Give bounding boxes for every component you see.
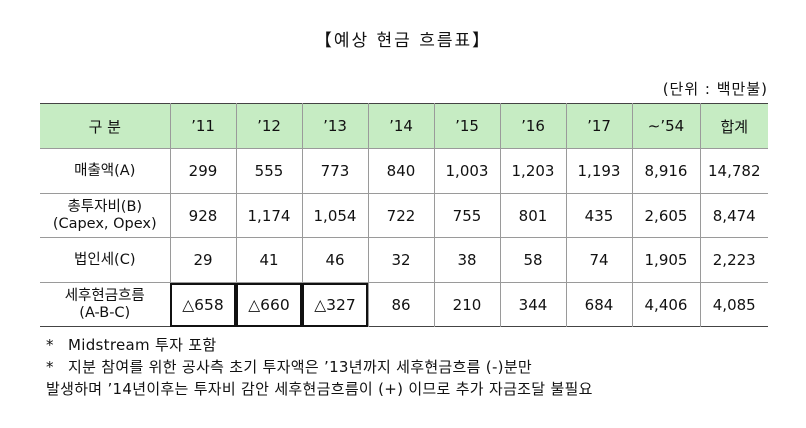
negative-value-cell: △660 xyxy=(235,282,303,327)
table-row-corporate-tax: 법인세(C) 29 41 46 32 38 58 74 1,905 2,223 xyxy=(40,237,768,283)
header-cell-2012: ’12 xyxy=(235,103,303,149)
header-cell-2011: ’11 xyxy=(169,103,237,149)
table-cell: 1,203 xyxy=(499,148,567,194)
table-cell: 86 xyxy=(367,282,435,327)
row-label-line1: 세후현금흐름 xyxy=(64,287,145,304)
negative-value-cell: △327 xyxy=(301,282,369,327)
header-cell-total: 합계 xyxy=(699,103,768,149)
header-cell-to-2054: ∼’54 xyxy=(631,103,701,149)
table-cell: 4,085 xyxy=(699,282,768,327)
table-cell: 8,916 xyxy=(631,148,701,194)
footnotes: * Midstream 투자 포함 * 지분 참여를 위한 공사측 초기 투자액… xyxy=(46,334,786,400)
header-cell-2014: ’14 xyxy=(367,103,435,149)
table-cell: 773 xyxy=(301,148,369,194)
asterisk-marker: * xyxy=(46,336,54,354)
table-cell: 555 xyxy=(235,148,303,194)
row-label: 총투자비(B) (Capex, Opex) xyxy=(40,193,171,238)
row-label-line2: (A-B-C) xyxy=(79,304,131,321)
table-cell: 4,406 xyxy=(631,282,701,327)
table-cell: 2,605 xyxy=(631,193,701,238)
table-cell: 38 xyxy=(433,237,501,283)
row-label: 매출액(A) xyxy=(40,148,171,194)
footnote-2-continuation: 발생하며 ’14년이후는 투자비 감안 세후현금흐름이 (+) 이므로 추가 자… xyxy=(46,380,593,398)
header-cell-category: 구 분 xyxy=(40,103,171,149)
footnote-2: * 지분 참여를 위한 공사측 초기 투자액은 ’13년까지 세후현금흐름 (-… xyxy=(46,356,786,378)
table-cell: 435 xyxy=(565,193,633,238)
table-cell: 46 xyxy=(301,237,369,283)
table-cell: 840 xyxy=(367,148,435,194)
row-label: 세후현금흐름 (A-B-C) xyxy=(40,282,171,327)
header-row: 구 분 ’11 ’12 ’13 ’14 ’15 ’16 ’17 ∼’54 합계 xyxy=(40,103,768,149)
asterisk-marker: * xyxy=(46,358,54,376)
table-cell: 210 xyxy=(433,282,501,327)
table-row-total-investment: 총투자비(B) (Capex, Opex) 928 1,174 1,054 72… xyxy=(40,193,768,238)
table-cell: 755 xyxy=(433,193,501,238)
page-title: 【예상 현금 흐름표】 xyxy=(314,31,492,51)
unit-label: (단위 : 백만불) xyxy=(662,80,768,98)
table-cell: 14,782 xyxy=(699,148,768,194)
table-cell: 684 xyxy=(565,282,633,327)
table-row-after-tax-cash-flow: 세후현금흐름 (A-B-C) △658 △660 △327 86 210 344… xyxy=(40,282,768,327)
cash-flow-table: 구 분 ’11 ’12 ’13 ’14 ’15 ’16 ’17 ∼’54 합계 … xyxy=(40,103,768,327)
table-cell: 74 xyxy=(565,237,633,283)
table-cell: 32 xyxy=(367,237,435,283)
table-cell: 2,223 xyxy=(699,237,768,283)
table-cell: 722 xyxy=(367,193,435,238)
table-cell: 928 xyxy=(169,193,237,238)
table-cell: 1,193 xyxy=(565,148,633,194)
table-cell: 41 xyxy=(235,237,303,283)
header-cell-2017: ’17 xyxy=(565,103,633,149)
negative-value-cell: △658 xyxy=(169,282,237,327)
table-cell: 8,474 xyxy=(699,193,768,238)
table-cell: 58 xyxy=(499,237,567,283)
header-cell-2013: ’13 xyxy=(301,103,369,149)
footnote-1: * Midstream 투자 포함 xyxy=(46,334,786,356)
table-cell: 801 xyxy=(499,193,567,238)
row-label-line1: 총투자비(B) xyxy=(67,198,143,215)
table-cell: 299 xyxy=(169,148,237,194)
header-cell-2015: ’15 xyxy=(433,103,501,149)
table-cell: 1,003 xyxy=(433,148,501,194)
row-label: 법인세(C) xyxy=(40,237,171,283)
table-cell: 1,905 xyxy=(631,237,701,283)
table-row-revenue: 매출액(A) 299 555 773 840 1,003 1,203 1,193… xyxy=(40,148,768,194)
header-cell-2016: ’16 xyxy=(499,103,567,149)
table-cell: 1,054 xyxy=(301,193,369,238)
table-cell: 1,174 xyxy=(235,193,303,238)
row-label-line2: (Capex, Opex) xyxy=(52,215,157,232)
table-cell: 29 xyxy=(169,237,237,283)
table-cell: 344 xyxy=(499,282,567,327)
footnote-text: Midstream 투자 포함 xyxy=(68,336,217,354)
footnote-text: 지분 참여를 위한 공사측 초기 투자액은 ’13년까지 세후현금흐름 (-)분… xyxy=(68,358,533,376)
